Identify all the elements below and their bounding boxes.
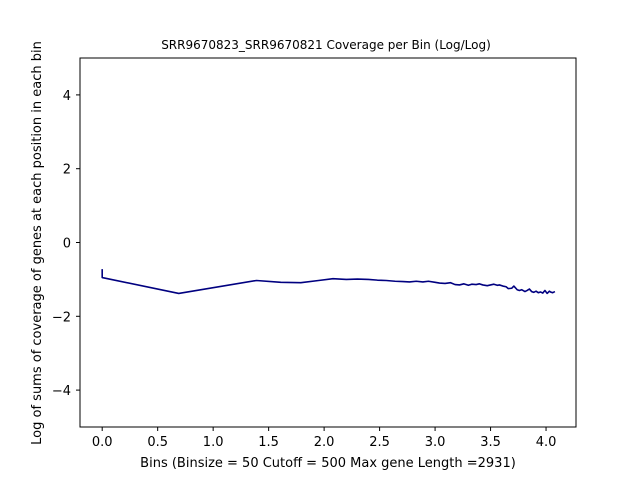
series-line bbox=[101, 269, 556, 295]
y-tick-label: 2 bbox=[63, 163, 71, 178]
y-tick-label: −4 bbox=[52, 384, 71, 399]
x-tick-label: 3.0 bbox=[425, 435, 446, 450]
plot-frame bbox=[79, 57, 577, 428]
x-tick-label: 1.0 bbox=[203, 435, 224, 450]
y-tick-label: 4 bbox=[63, 89, 71, 104]
axis-ticks: 0.0 0.5 1.0 1.5 2.0 2.5 3.0 3.5 4.0 −4 −2 0 2 4 bbox=[52, 89, 557, 450]
x-tick-label: 3.5 bbox=[480, 435, 501, 450]
chart-title: SRR9670823_SRR9670821 Coverage per Bin (… bbox=[161, 38, 491, 52]
plot-marks bbox=[101, 269, 556, 295]
y-axis-label: Log of sums of coverage of genes at each… bbox=[30, 41, 45, 445]
x-tick-label: 0.0 bbox=[92, 435, 113, 450]
y-tick-label: −2 bbox=[52, 310, 71, 325]
x-tick-label: 0.5 bbox=[147, 435, 168, 450]
x-tick-label: 1.5 bbox=[258, 435, 279, 450]
x-tick-label: 2.5 bbox=[369, 435, 390, 450]
y-tick-label: 0 bbox=[63, 237, 71, 252]
x-axis-label: Bins (Binsize = 50 Cutoff = 500 Max gene… bbox=[140, 456, 516, 471]
x-tick-label: 4.0 bbox=[536, 435, 557, 450]
x-tick-label: 2.0 bbox=[314, 435, 335, 450]
